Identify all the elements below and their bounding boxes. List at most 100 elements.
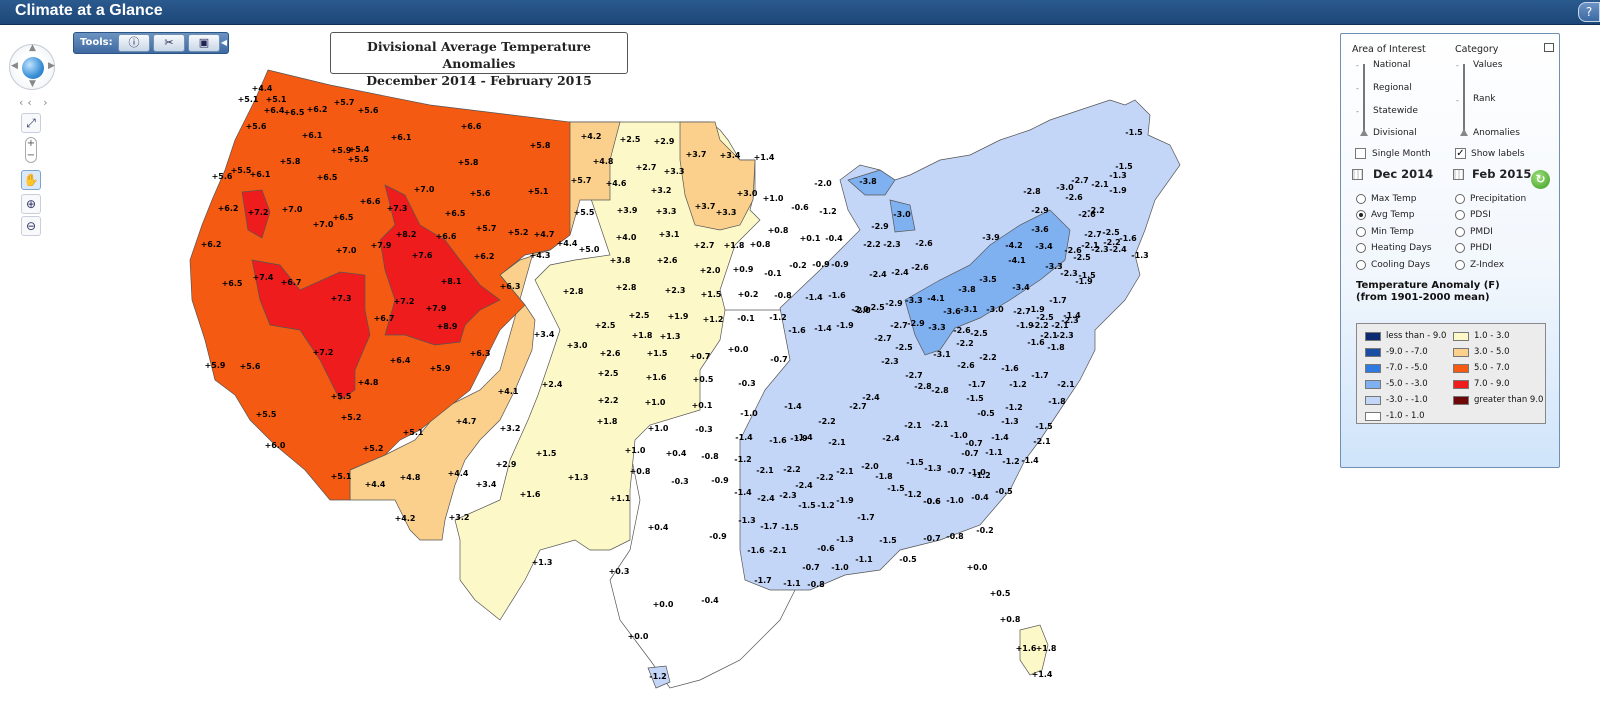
param-cooling-days[interactable]: Cooling Days bbox=[1371, 260, 1431, 270]
param-pdsi[interactable]: PDSI bbox=[1470, 210, 1491, 220]
category-option-rank[interactable]: Rank bbox=[1473, 94, 1496, 104]
pan-control[interactable]: ▲ ▼ ◀ ▶ bbox=[9, 43, 55, 90]
map-value-label: -2.5 bbox=[867, 303, 885, 312]
map-value-label: +3.7 bbox=[695, 202, 716, 211]
radio-cooling-days[interactable] bbox=[1356, 260, 1366, 270]
param-z-index[interactable]: Z-Index bbox=[1470, 260, 1505, 270]
map-value-label: +5.9 bbox=[205, 361, 226, 370]
pan-left-icon[interactable]: ◀ bbox=[11, 61, 18, 71]
map-value-label: -1.4 bbox=[734, 488, 752, 497]
param-heating-days[interactable]: Heating Days bbox=[1371, 243, 1432, 253]
pan-right-icon[interactable]: ▶ bbox=[48, 61, 55, 71]
map-value-label: +6.5 bbox=[284, 108, 305, 117]
map-value-label: +5.1 bbox=[266, 95, 287, 104]
restore-panel-icon[interactable] bbox=[1544, 43, 1554, 52]
map-value-label: +7.9 bbox=[426, 304, 447, 313]
param-phdi[interactable]: PHDI bbox=[1470, 243, 1492, 253]
param-min-temp[interactable]: Min Temp bbox=[1371, 227, 1414, 237]
param-precipitation[interactable]: Precipitation bbox=[1470, 194, 1527, 204]
map-value-label: +6.7 bbox=[281, 278, 302, 287]
save-icon[interactable]: ▣ bbox=[188, 34, 220, 52]
map-svg[interactable]: +5.1+4.4+5.1+6.4 +6.5+5.6+6.2+5.7+5.6+6.1… bbox=[180, 60, 1200, 700]
map-value-label: +4.3 bbox=[530, 251, 551, 260]
param-max-temp[interactable]: Max Temp bbox=[1371, 194, 1417, 204]
end-date[interactable]: Feb 2015 bbox=[1472, 167, 1532, 181]
map-value-label: +2.5 bbox=[629, 311, 650, 320]
radio-avg-temp[interactable] bbox=[1356, 210, 1366, 220]
map-value-label: -0.3 bbox=[671, 477, 689, 486]
region-anomaly-7-9-west[interactable] bbox=[251, 259, 371, 401]
region-anomaly-neg3-neg5-upper[interactable] bbox=[847, 169, 896, 196]
map-value-label: -2.8 bbox=[931, 386, 949, 395]
area-slider-thumb[interactable] bbox=[1360, 129, 1368, 136]
zoom-slider[interactable]: + − bbox=[25, 137, 37, 163]
start-calendar-icon[interactable] bbox=[1352, 169, 1363, 180]
map-value-label: -2.0 bbox=[861, 462, 879, 471]
map-value-label: -2.5 bbox=[1036, 313, 1054, 322]
region-texas-south[interactable] bbox=[647, 665, 671, 689]
radio-max-temp[interactable] bbox=[1356, 194, 1366, 204]
map-value-label: -2.8 bbox=[1023, 187, 1041, 196]
param-pmdi[interactable]: PMDI bbox=[1470, 227, 1493, 237]
radio-precipitation[interactable] bbox=[1455, 194, 1465, 204]
map-value-label: -1.7 bbox=[857, 513, 875, 522]
region-anomaly-7-9-central[interactable] bbox=[379, 184, 501, 346]
start-date[interactable]: Dec 2014 bbox=[1373, 167, 1434, 181]
area-option-statewide[interactable]: Statewide bbox=[1373, 106, 1418, 116]
map-value-label: +1.9 bbox=[668, 312, 689, 321]
region-anomaly-neg3-neg5-michigan[interactable] bbox=[889, 199, 916, 233]
region-anomaly-1-3[interactable] bbox=[454, 121, 761, 621]
tools-icon[interactable]: ✂ bbox=[153, 34, 185, 52]
zoom-in-icon[interactable]: ⊕ bbox=[21, 194, 41, 214]
map-value-label: -1.8 bbox=[875, 472, 893, 481]
category-slider-thumb[interactable] bbox=[1460, 129, 1468, 136]
region-anomaly-neg3-neg5-ohio[interactable] bbox=[904, 209, 1071, 356]
area-option-divisional[interactable]: Divisional bbox=[1373, 128, 1417, 138]
radio-pmdi[interactable] bbox=[1455, 227, 1465, 237]
zoom-out-icon[interactable]: ⊖ bbox=[21, 216, 41, 236]
map-value-label: -2.1 bbox=[904, 421, 922, 430]
pan-down-icon[interactable]: ▼ bbox=[29, 79, 36, 89]
radio-z-index[interactable] bbox=[1455, 260, 1465, 270]
map-value-label: -0.6 bbox=[923, 497, 941, 506]
radio-min-temp[interactable] bbox=[1356, 227, 1366, 237]
param-avg-temp[interactable]: Avg Temp bbox=[1371, 210, 1415, 220]
area-option-national[interactable]: National bbox=[1373, 60, 1411, 70]
zoom-extent-icon[interactable]: ⤢ bbox=[21, 113, 41, 133]
area-slider-track[interactable] bbox=[1363, 64, 1365, 134]
info-icon[interactable]: ⓘ bbox=[118, 34, 150, 52]
area-option-regional[interactable]: Regional bbox=[1373, 83, 1412, 93]
map-value-label: +6.1 bbox=[391, 133, 412, 142]
region-anomaly-3-5-plains[interactable] bbox=[679, 121, 756, 231]
region-anomaly-5-7[interactable] bbox=[189, 69, 571, 501]
category-slider-track[interactable] bbox=[1463, 64, 1465, 134]
pan-up-icon[interactable]: ▲ bbox=[29, 43, 36, 53]
map-value-label: -1.4 bbox=[814, 324, 832, 333]
pan-hand-icon[interactable]: ✋ bbox=[21, 170, 41, 190]
globe-icon[interactable] bbox=[22, 57, 44, 79]
refresh-go-icon[interactable]: ↻ bbox=[1531, 170, 1550, 189]
show-labels-checkbox[interactable]: ✓ bbox=[1455, 148, 1466, 159]
map-value-label: -2.0 bbox=[851, 305, 869, 314]
category-option-values[interactable]: Values bbox=[1473, 60, 1503, 70]
end-calendar-icon[interactable] bbox=[1453, 169, 1464, 180]
map-value-label: -3.9 bbox=[982, 233, 1000, 242]
map-value-label: +7.6 bbox=[412, 251, 433, 260]
legend-swatch bbox=[1365, 364, 1381, 373]
rotate-arrows-icon[interactable]: ‹‹ › bbox=[19, 96, 52, 109]
map-value-label: -3.0 bbox=[893, 210, 911, 219]
us-anomaly-map[interactable]: +5.1 +4.4 +5.1 +6.4 +6.5 +5.6 +6.2 +5.7 +5.6 +6.1… bbox=[180, 60, 1200, 700]
category-option-anomalies[interactable]: Anomalies bbox=[1473, 128, 1520, 138]
region-florida-south[interactable] bbox=[1019, 624, 1049, 676]
collapse-toolbar-icon[interactable]: ◀ bbox=[220, 38, 227, 47]
single-month-checkbox[interactable] bbox=[1355, 148, 1366, 159]
help-icon[interactable]: ? bbox=[1578, 2, 1600, 22]
map-value-label: -1.9 bbox=[1109, 186, 1127, 195]
region-anomaly-7-9-idaho[interactable] bbox=[241, 189, 271, 239]
radio-phdi[interactable] bbox=[1455, 243, 1465, 253]
map-value-label: +1.0 bbox=[645, 398, 666, 407]
radio-heating-days[interactable] bbox=[1356, 243, 1366, 253]
radio-pdsi[interactable] bbox=[1455, 210, 1465, 220]
map-value-label: +0.0 bbox=[653, 600, 674, 609]
legend-swatch bbox=[1453, 332, 1469, 341]
